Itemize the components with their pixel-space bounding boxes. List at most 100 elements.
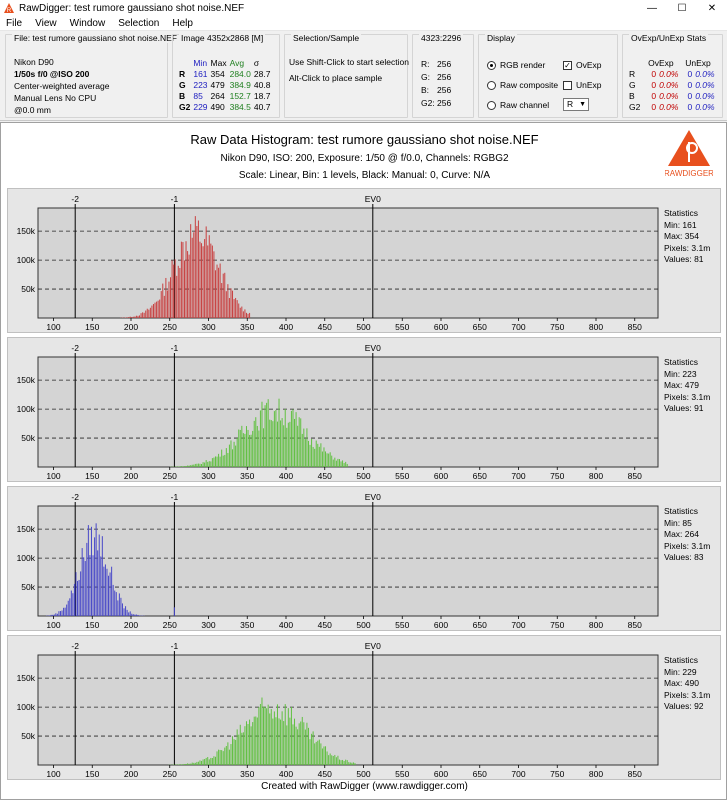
stats-values: Values: 83: [664, 552, 704, 562]
ev-marker-label: -2: [71, 641, 79, 651]
radio-icon[interactable]: [487, 81, 496, 91]
table-header-row: Min Max Avg σ: [179, 57, 273, 68]
minimize-button[interactable]: —: [647, 2, 657, 14]
histogram-subtitle: Nikon D90, ISO: 200, Exposure: 1/50 @ f/…: [220, 153, 509, 164]
x-tick-label: 300: [201, 471, 215, 481]
menu-selection[interactable]: Selection: [118, 17, 160, 29]
x-tick-label: 750: [550, 471, 564, 481]
table-header: Avg: [229, 57, 245, 68]
x-tick-label: 250: [163, 620, 177, 630]
x-tick-label: 100: [46, 471, 60, 481]
x-tick-label: 650: [473, 471, 487, 481]
stats-min: Min: 85: [664, 517, 692, 528]
x-tick-label: 250: [163, 322, 177, 332]
table-row: B 0 0.0% 0 0.0%: [629, 90, 718, 101]
x-tick-label: 650: [473, 769, 487, 779]
ovunexp-panel: OvExp/UnExp Stats OvExp UnExp R 0 0.0% 0…: [622, 33, 723, 118]
histogram-panel-b: 50k 100k 150k -2 -1 EV0 100 150 200 250 300 350 400 4…: [7, 486, 721, 631]
maximize-button[interactable]: ☐: [677, 2, 687, 14]
stats-max: Max: 264: [664, 529, 699, 539]
raw-composite-option[interactable]: Raw composite: [487, 80, 559, 91]
table-cell: 284.0: [229, 68, 251, 79]
x-tick-label: 500: [356, 769, 370, 779]
table-cell: 152.7: [229, 90, 251, 101]
focal-length: @0.0 mm: [14, 105, 51, 115]
x-tick-label: 600: [434, 471, 448, 481]
y-tick-label: 50k: [21, 731, 35, 741]
menu-help[interactable]: Help: [172, 17, 193, 29]
selection-panel: Selection/Sample Use Shift-Click to star…: [284, 33, 409, 118]
x-tick-label: 800: [589, 322, 603, 332]
y-tick-label: 150k: [17, 524, 36, 534]
table-cell: 0.0%: [659, 101, 679, 112]
menu-file[interactable]: File: [6, 17, 23, 29]
x-tick-label: 700: [511, 471, 525, 481]
stats-min: Min: 229: [664, 666, 697, 677]
rawdigger-logo: RAWDIGGER: [665, 130, 713, 178]
table-cell: 0.0%: [659, 90, 679, 101]
table-row: G2 0 0.0% 0 0.0%: [629, 101, 718, 112]
table-cell: 0: [687, 79, 693, 90]
raw-channel-option[interactable]: Raw channel: [487, 100, 549, 111]
x-tick-label: 200: [124, 471, 138, 481]
channel-select[interactable]: R ▼: [563, 98, 589, 111]
x-tick-label: 800: [589, 620, 603, 630]
rgb-render-option[interactable]: RGB render: [487, 60, 545, 71]
stats-pixels: Pixels: 3.1m: [664, 391, 711, 402]
stats-values: Values: 92: [664, 701, 704, 711]
x-tick-label: 450: [318, 769, 332, 779]
lens-info: Manual Lens No CPU: [14, 93, 97, 103]
radio-icon[interactable]: [487, 101, 496, 111]
table-cell: 264: [210, 90, 225, 101]
x-tick-label: 550: [395, 471, 409, 481]
ev-marker-label: EV0: [365, 641, 381, 651]
menu-window[interactable]: Window: [69, 17, 106, 29]
stats-max: Max: 354: [664, 231, 699, 241]
stats-values: Values: 91: [664, 403, 704, 413]
table-header: OvExp: [648, 57, 674, 68]
window-title: RawDigger: test rumore gaussiano shot no…: [19, 2, 245, 14]
ev-marker-label: -2: [71, 194, 79, 204]
checkbox-checked-icon[interactable]: ✓: [563, 61, 572, 71]
table-cell: 223: [193, 79, 208, 90]
ovunexp-panel-title: OvExp/UnExp Stats: [629, 33, 709, 43]
table-cell: 479: [210, 79, 225, 90]
unexp-checkbox[interactable]: UnExp: [563, 80, 602, 91]
raw-composite-label: Raw composite: [500, 80, 559, 90]
x-tick-label: 100: [46, 620, 60, 630]
coord-value: 256: [437, 59, 452, 69]
x-tick-label: 550: [395, 322, 409, 332]
x-tick-label: 750: [550, 620, 564, 630]
x-tick-label: 800: [589, 471, 603, 481]
x-tick-label: 850: [628, 769, 642, 779]
table-cell: 0.0%: [659, 68, 679, 79]
y-tick-label: 100k: [17, 553, 36, 563]
menu-view[interactable]: View: [35, 17, 57, 29]
close-button[interactable]: ✕: [707, 2, 717, 14]
ovexp-checkbox[interactable]: ✓ OvExp: [563, 60, 602, 71]
stats-min: Min: 223: [664, 368, 697, 379]
ev-marker-label: -1: [171, 343, 179, 353]
histogram-view: Raw Data Histogram: test rumore gaussian…: [0, 122, 727, 800]
x-tick-label: 400: [279, 620, 293, 630]
checkbox-icon[interactable]: [563, 81, 572, 91]
table-cell: G2: [179, 101, 191, 112]
x-tick-label: 400: [279, 471, 293, 481]
x-tick-label: 150: [85, 620, 99, 630]
y-tick-label: 150k: [17, 375, 36, 385]
x-tick-label: 650: [473, 620, 487, 630]
table-cell: G: [179, 79, 186, 90]
x-tick-label: 350: [240, 620, 254, 630]
table-cell: 0.0%: [659, 79, 679, 90]
y-tick-label: 50k: [21, 284, 35, 294]
table-cell: R: [179, 68, 186, 79]
table-cell: 0: [651, 90, 657, 101]
histogram-panel-r: 50k 100k 150k -2 -1 EV0 100 150 200 250 300 350 400 4…: [7, 188, 721, 333]
table-cell: G: [629, 79, 636, 90]
x-tick-label: 800: [589, 769, 603, 779]
x-tick-label: 400: [279, 322, 293, 332]
ev-marker-label: EV0: [365, 194, 381, 204]
radio-icon[interactable]: [487, 61, 496, 71]
stats-pixels: Pixels: 3.1m: [664, 540, 711, 551]
file-panel-title: File: test rumore gaussiano shot noise.N…: [12, 33, 179, 43]
